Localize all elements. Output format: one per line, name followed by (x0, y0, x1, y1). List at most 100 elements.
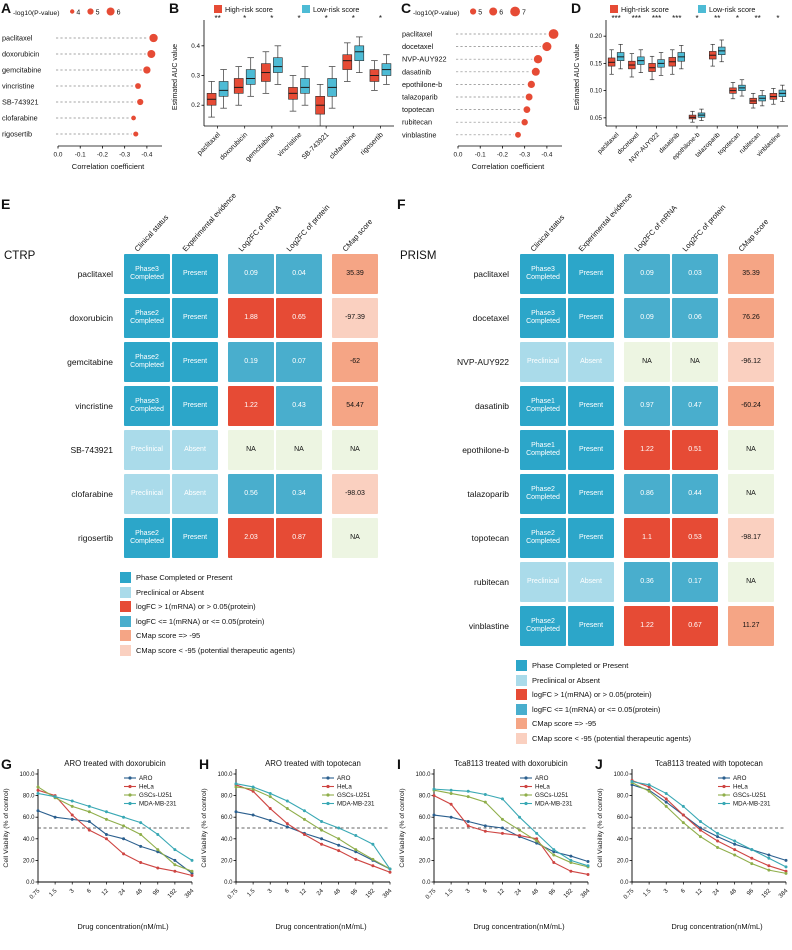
significance-stars: * (776, 14, 779, 23)
cell-cmap-score: -60.24 (728, 386, 774, 426)
cell-clinical-status: Phase2 Completed (124, 298, 170, 338)
legend-swatch (516, 689, 527, 700)
data-point-HeLa (268, 807, 272, 811)
legend-label: logFC <= 1(mRNA) or <= 0.05(protein) (532, 704, 661, 714)
cell-clinical-status: Preclinical (124, 474, 170, 514)
data-point-HeLa (87, 828, 91, 832)
data-point-ARO (156, 850, 160, 854)
x-tick-label: -0.1 (75, 152, 86, 159)
x-tick-label: 1.5 (48, 888, 59, 899)
legend-swatch (120, 630, 131, 641)
cell-clinical-status: Phase1 Completed (520, 386, 566, 426)
legend-label: CMap score < -95 (potential therapeutic … (532, 733, 692, 743)
size-legend-dot (106, 7, 115, 16)
drug-label: gemcitabine (2, 66, 41, 75)
x-tick-label: 48 (135, 888, 144, 897)
data-point-GSCs-U251 (190, 869, 194, 873)
legend-label: Phase Completed or Present (136, 573, 233, 582)
data-point-GSCs-U251 (681, 821, 685, 825)
size-legend-dot (70, 9, 75, 14)
legend-swatch (516, 703, 527, 715)
y-tick-label: 0.3 (191, 73, 200, 80)
drug-label: clofarabine (71, 489, 113, 499)
legend-item-label: GSCs-U251 (733, 792, 767, 799)
boxplot-svg: High-risk score Low-risk score 0.05 0.10 0.1… (574, 5, 788, 165)
x-tick-label: 1.5 (246, 888, 257, 899)
data-point-GSCs-U251 (518, 828, 522, 832)
y-tick-label: 0.2 (191, 102, 200, 109)
data-point-MDA-MB-231 (664, 791, 668, 795)
data-point-ARO (36, 809, 40, 813)
significance-stars: *** (672, 14, 681, 23)
legend-label: Phase Completed or Present (532, 661, 629, 670)
data-point-HeLa (750, 856, 754, 860)
data-point-HeLa (449, 802, 453, 806)
drug-label: doxorubicin (2, 50, 39, 59)
x-tick-label: 192 (365, 888, 377, 900)
y-tick-label: 0.10 (590, 88, 603, 95)
lollipop-dot (523, 106, 531, 113)
significance-stars: * (352, 14, 355, 23)
x-tick-label: -0.3 (519, 152, 530, 159)
data-point-GSCs-U251 (337, 837, 341, 841)
line-chart-svg: Tca8113 treated with doxorubicin 0.0 20.0 4… (399, 759, 592, 931)
size-legend-dot (489, 7, 498, 16)
x-axis-label: Drug concentration(nM/mL) (77, 922, 169, 931)
panel-label-i: I (397, 756, 401, 772)
y-tick-label: 20.0 (419, 858, 431, 864)
legend-item: CMap score => -95 (120, 630, 295, 641)
x-tick-label: 96 (746, 888, 755, 897)
cell-log2fc-mrna: 1.1 (624, 518, 670, 558)
data-point-MDA-MB-231 (698, 820, 702, 824)
significance-stars: ** (214, 14, 220, 23)
x-tick-label: 0.0 (454, 152, 463, 159)
data-point-GSCs-U251 (664, 804, 668, 808)
size-legend-value: 4 (76, 10, 80, 17)
chart-title: Tca8113 treated with topotecan (655, 759, 763, 768)
y-tick-label: 0.0 (26, 880, 35, 886)
legend-item-label: ARO (337, 775, 351, 782)
x-tick-label: 0.75 (623, 888, 636, 901)
y-tick-label: 60.0 (221, 815, 233, 821)
legend-swatch (120, 601, 131, 612)
legend-item-label: ARO (139, 775, 153, 782)
viability-chart-tca8113-topotecan: Tca8113 treated with topotecan 0.0 20.0 40.… (594, 756, 792, 950)
legend-marker (128, 784, 132, 789)
x-tick-label: 24 (712, 888, 721, 897)
cell-clinical-status: Phase3 Completed (520, 298, 566, 338)
legend-item-label: GSCs-U251 (337, 792, 371, 799)
column-header: Log2FC of protein (284, 202, 332, 254)
legend-item-label: ARO (733, 775, 747, 782)
cell-clinical-status: Phase2 Completed (520, 518, 566, 558)
drug-label: topotecan (402, 105, 434, 114)
data-point-MDA-MB-231 (139, 821, 143, 825)
legend-item-label: HeLa (535, 784, 550, 791)
drug-label: docetaxel (472, 313, 509, 323)
data-point-MDA-MB-231 (784, 865, 788, 869)
data-point-MDA-MB-231 (371, 842, 375, 846)
data-point-MDA-MB-231 (190, 858, 194, 862)
lollipop-dot (149, 33, 158, 43)
legend-item-label: GSCs-U251 (535, 792, 569, 799)
legend-marker (722, 776, 726, 780)
significance-stars: * (270, 14, 273, 23)
panel-label-e: E (1, 196, 11, 212)
y-tick-label: 100.0 (613, 772, 629, 778)
cell-clinical-status: Phase2 Completed (124, 342, 170, 382)
x-tick-label: 384 (184, 888, 196, 900)
data-point-GSCs-U251 (70, 804, 74, 808)
data-point-GSCs-U251 (173, 863, 177, 867)
data-point-ARO (483, 824, 487, 828)
box (300, 78, 310, 94)
x-axis-label: Drug concentration(nM/mL) (275, 922, 367, 931)
cell-clinical-status: Phase3 Completed (124, 386, 170, 426)
cell-cmap-score: 11.27 (728, 606, 774, 646)
data-point-ARO (354, 850, 358, 854)
legend-marker (326, 801, 330, 806)
legend-item-label: HeLa (337, 784, 352, 791)
data-point-GSCs-U251 (552, 853, 556, 857)
y-tick-label: 80.0 (617, 794, 629, 800)
lollipop-dot (515, 131, 521, 138)
data-point-MDA-MB-231 (122, 815, 126, 819)
legend-marker (128, 801, 132, 806)
